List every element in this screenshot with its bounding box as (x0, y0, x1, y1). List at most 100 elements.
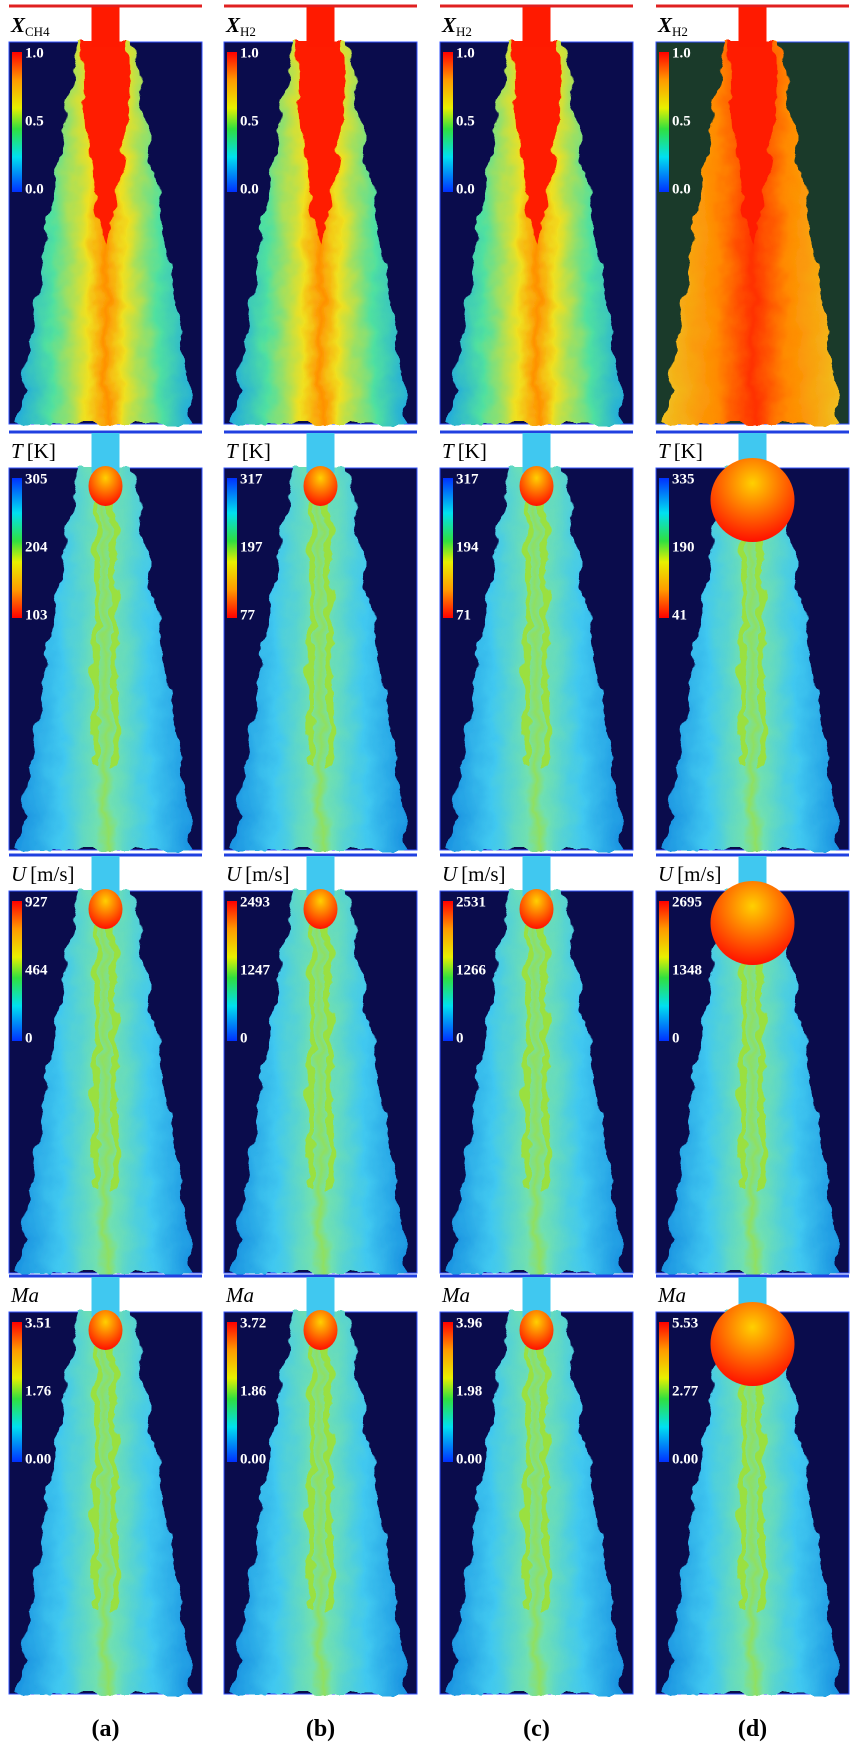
jet-streak (96, 923, 98, 1189)
column-label: (b) (306, 1716, 335, 1742)
colorbar-tick-label: 1.0 (672, 45, 691, 61)
colorbar-tick-label: 1348 (672, 962, 702, 978)
variable-label: U[m/s] (226, 862, 290, 886)
colorbar (659, 901, 669, 1041)
colorbar-tick-label: 77 (240, 607, 256, 623)
variable-label: U[m/s] (11, 862, 75, 886)
jet-streak (329, 1344, 331, 1610)
expansion-core (304, 1310, 338, 1350)
variable-unit: [m/s] (677, 862, 721, 886)
colorbar-tick-label: 0 (25, 1030, 33, 1046)
colorbar (659, 478, 669, 618)
colorbar-tick-label: 0.00 (25, 1451, 51, 1467)
colorbar (12, 1322, 22, 1462)
colorbar-tick-label: 71 (456, 607, 471, 623)
variable-label: XH2 (225, 13, 256, 39)
expansion-core (89, 466, 123, 506)
variable-symbol: X (225, 13, 241, 37)
colorbar-tick-label: 0.00 (240, 1451, 266, 1467)
jet-streak (527, 1344, 529, 1610)
colorbar (659, 52, 669, 192)
colorbar-tick-label: 317 (456, 471, 479, 487)
panel: 305204103T[K] (9, 432, 202, 850)
expansion-core (520, 889, 554, 929)
nozzle-throat (92, 7, 120, 47)
colorbar-tick-label: 1.98 (456, 1383, 482, 1399)
jet-streak (96, 1344, 98, 1610)
variable-label: Ma (657, 1283, 686, 1307)
colorbar-tick-label: 0 (672, 1030, 680, 1046)
colorbar (227, 478, 237, 618)
colorbar (12, 478, 22, 618)
colorbar (12, 901, 22, 1041)
colorbar (12, 52, 22, 192)
variable-label: T[K] (658, 439, 703, 463)
colorbar-tick-label: 0.00 (672, 1451, 698, 1467)
colorbar-tick-label: 2695 (672, 894, 702, 910)
variable-symbol: X (441, 13, 457, 37)
colorbar-tick-label: 0.0 (672, 181, 691, 197)
variable-unit: [m/s] (30, 862, 74, 886)
expansion-core (89, 889, 123, 929)
variable-subscript: H2 (672, 24, 688, 39)
variable-symbol: X (10, 13, 26, 37)
panel: 317 197 77 T[K] (224, 432, 417, 850)
jet-streak (545, 923, 547, 1189)
variable-unit: [K] (674, 439, 703, 463)
jet-streak (527, 923, 529, 1189)
jet-streak (311, 1344, 313, 1610)
jet-streak (527, 500, 529, 766)
variable-symbol: U (658, 862, 675, 886)
variable-label: Ma (10, 1283, 39, 1307)
colorbar (443, 1322, 453, 1462)
panel: 2695 1348 0 U[m/s] (656, 855, 849, 1273)
expansion-core (711, 881, 795, 965)
colorbar-tick-label: 317 (240, 471, 263, 487)
variable-subscript: CH4 (25, 24, 50, 39)
column-label: (d) (738, 1716, 767, 1742)
expansion-core (711, 1302, 795, 1386)
panel: 31719471T[K] (440, 432, 633, 850)
colorbar-tick-label: 3.51 (25, 1315, 51, 1331)
variable-symbol: T (226, 439, 239, 463)
figure: 1.00.50.0XCH41.00.50.0XH21.00.50.0XH21.0… (0, 0, 853, 1756)
variable-symbol: X (657, 13, 673, 37)
colorbar-tick-label: 0.0 (456, 181, 475, 197)
colorbar-tick-label: 3.96 (456, 1315, 483, 1331)
jet-streak (96, 500, 98, 766)
colorbar (227, 52, 237, 192)
colorbar-tick-label: 927 (25, 894, 48, 910)
colorbar (443, 52, 453, 192)
panel: 1.00.50.0XCH4 (9, 6, 202, 424)
variable-unit: [K] (242, 439, 271, 463)
variable-label: T[K] (226, 439, 271, 463)
expansion-core (520, 466, 554, 506)
colorbar-tick-label: 194 (456, 539, 479, 555)
colorbar-tick-label: 41 (672, 607, 687, 623)
colorbar (227, 901, 237, 1041)
nozzle-throat (739, 7, 767, 47)
expansion-core (520, 1310, 554, 1350)
nozzle-throat (523, 7, 551, 47)
colorbar (443, 478, 453, 618)
variable-symbol: U (11, 862, 28, 886)
variable-symbol: Ma (657, 1283, 686, 1307)
panel: 3.721.860.00Ma (224, 1276, 417, 1694)
colorbar (659, 1322, 669, 1462)
colorbar-tick-label: 0.00 (456, 1451, 482, 1467)
colorbar-tick-label: 103 (25, 607, 48, 623)
colorbar-tick-label: 0.5 (456, 113, 475, 129)
jet-streak (114, 1344, 116, 1610)
variable-label: XH2 (441, 13, 472, 39)
jet-streak (114, 500, 116, 766)
colorbar-tick-label: 197 (240, 539, 263, 555)
variable-symbol: Ma (225, 1283, 254, 1307)
colorbar-tick-label: 0 (240, 1030, 248, 1046)
colorbar-tick-label: 2531 (456, 894, 486, 910)
jet-streak (545, 500, 547, 766)
variable-label: U[m/s] (442, 862, 506, 886)
